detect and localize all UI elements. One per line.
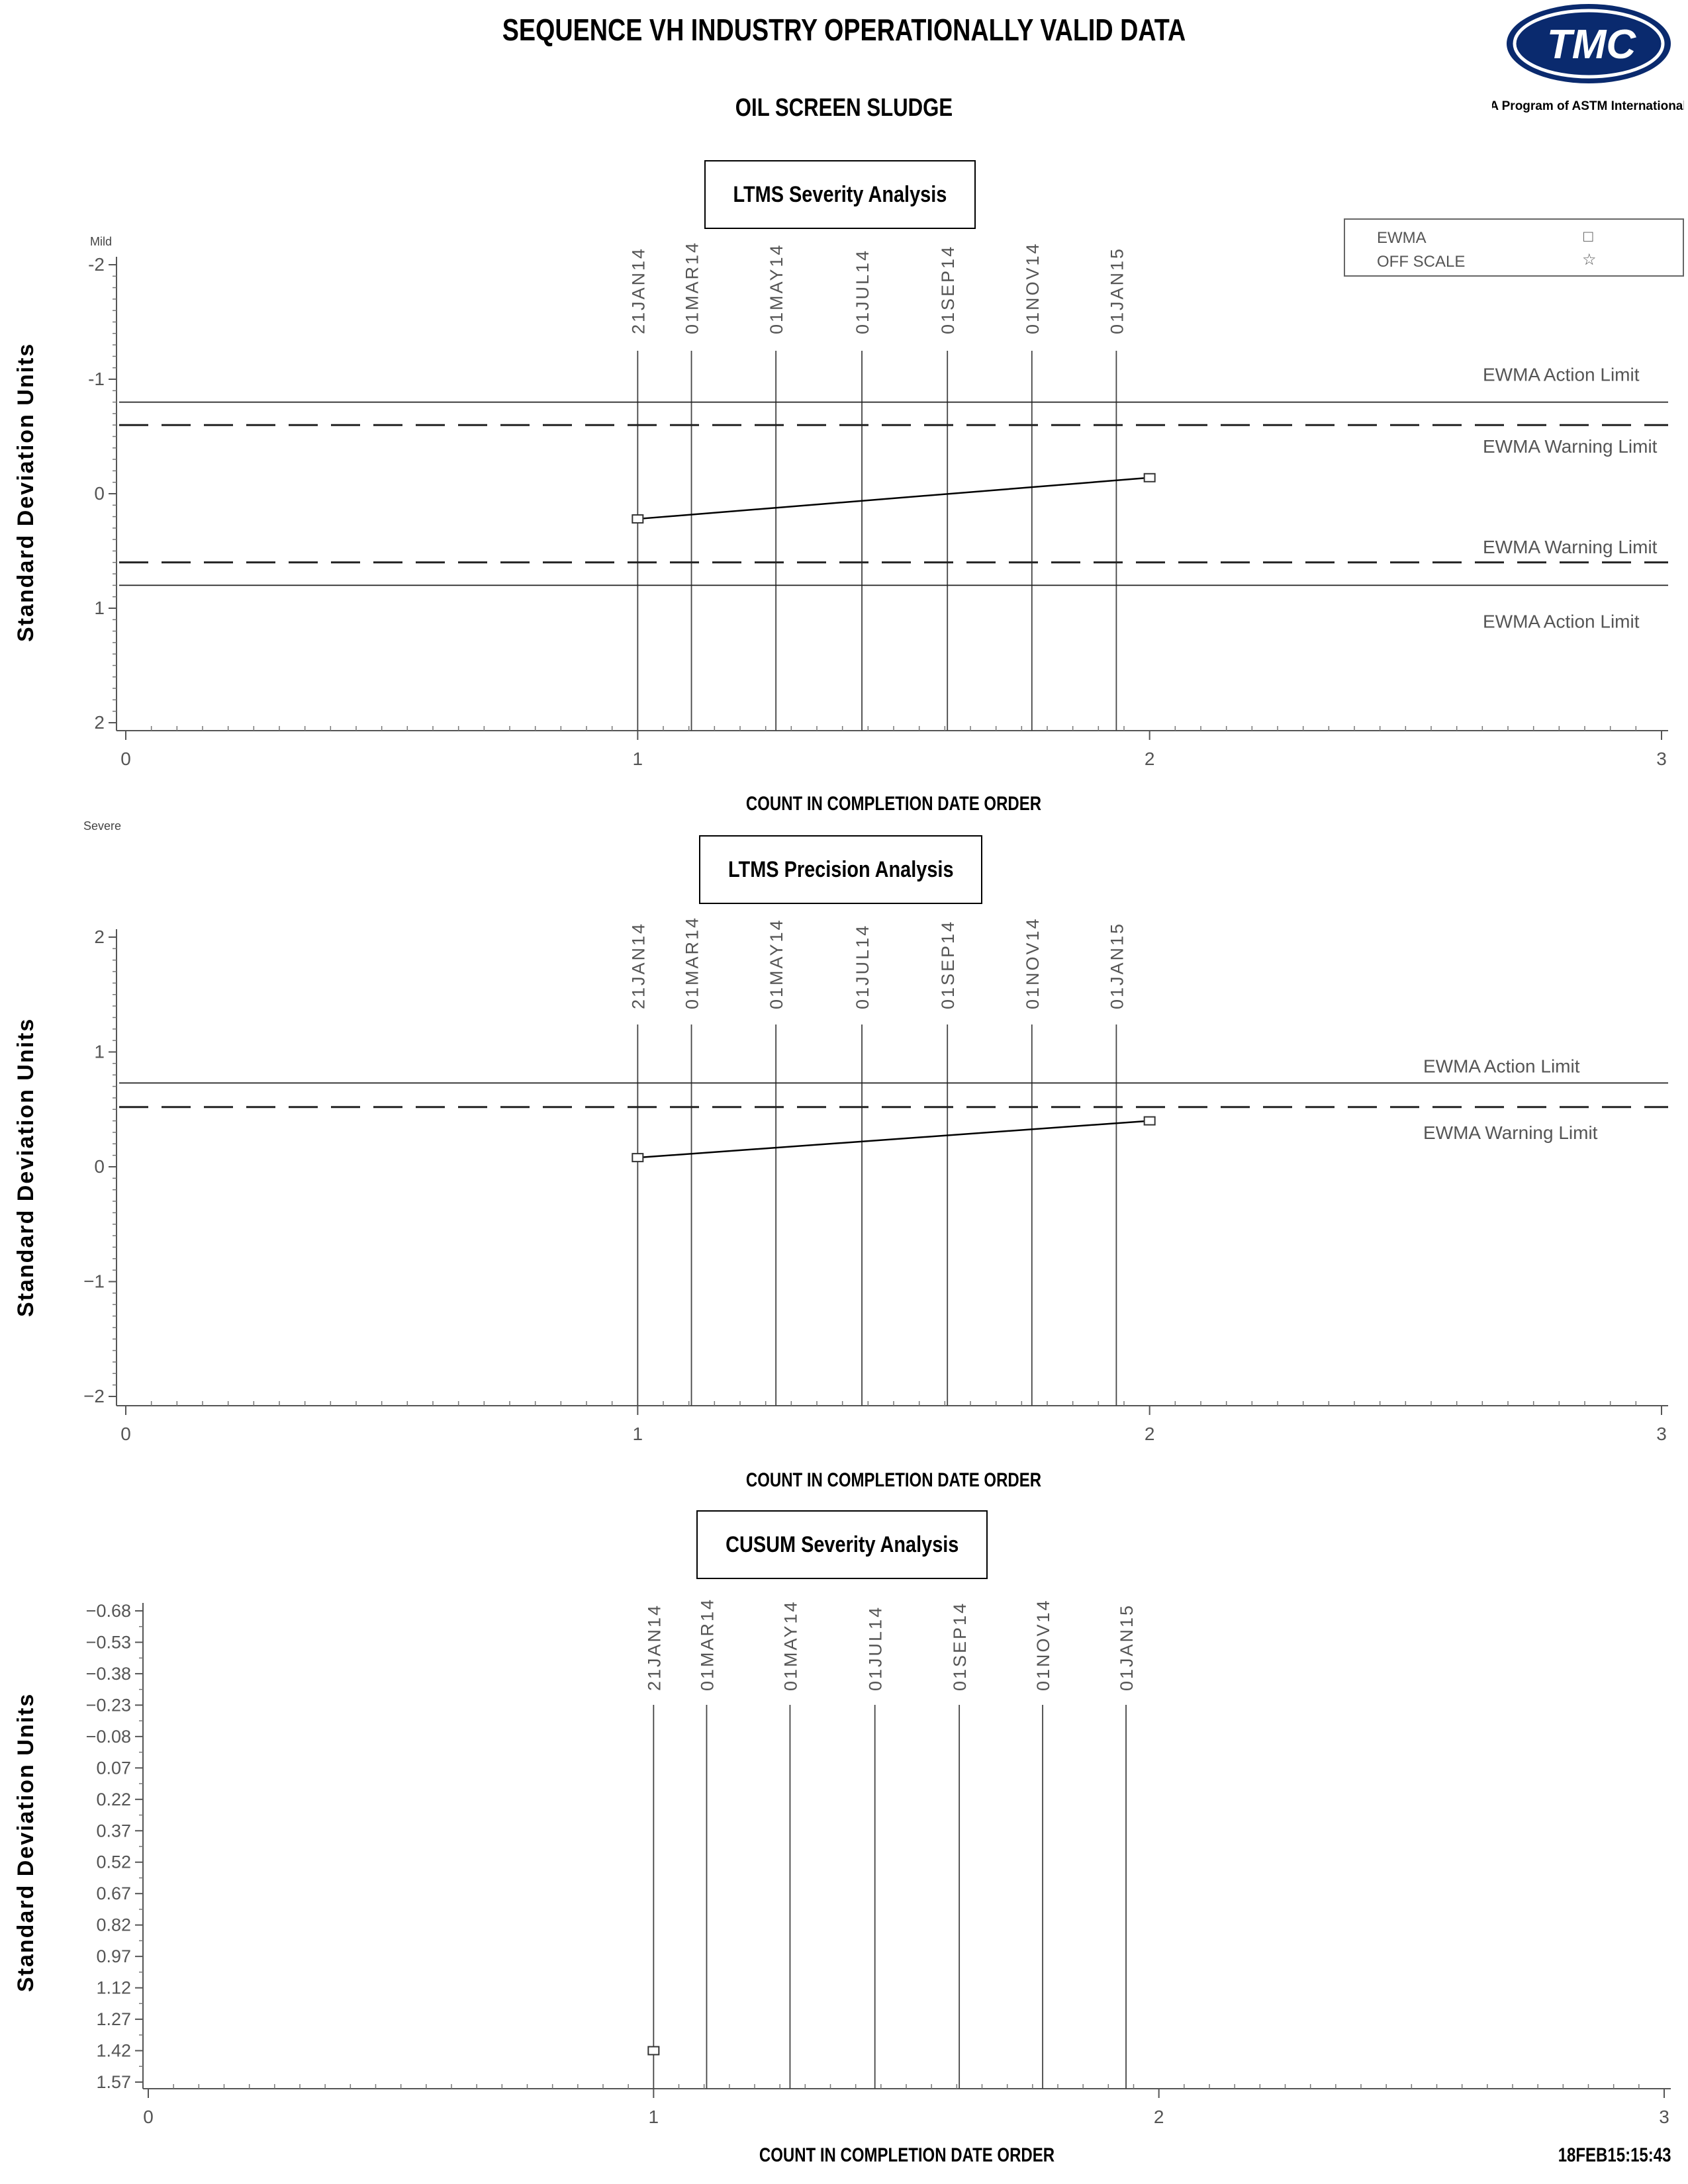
chart-2-date-marker-label: 01MAR14 — [682, 916, 702, 1009]
chart-3-x-tick-label: 2 — [1154, 2107, 1164, 2127]
timestamp: 18FEB15:15:43 — [1558, 2144, 1671, 2166]
chart-1-date-marker-label: 01NOV14 — [1023, 242, 1043, 334]
legend-symbol-offscale: ☆ — [1582, 251, 1597, 269]
chart-1-y-tick-label: 1 — [94, 598, 105, 618]
chart-1-y-tick-label: 2 — [94, 712, 105, 733]
chart-2-x-tick-label: 3 — [1656, 1424, 1667, 1444]
legend-symbol-ewma: □ — [1583, 228, 1593, 246]
chart-1-y-tick-label: -1 — [88, 369, 105, 389]
chart-3-date-marker-label: 01MAR14 — [697, 1598, 717, 1691]
chart-3-y-tick-label: 0.82 — [96, 1915, 131, 1935]
chart-2-date-marker-label: 01JAN15 — [1107, 922, 1127, 1009]
chart-1-date-marker-label: 01SEP14 — [938, 245, 958, 334]
chart-1-xlabel: COUNT IN COMPLETION DATE ORDER — [745, 793, 1042, 815]
chart-3-xlabel: COUNT IN COMPLETION DATE ORDER — [759, 2144, 1055, 2166]
chart-1-title: LTMS Severity Analysis — [733, 181, 947, 207]
chart-3-title-box: CUSUM Severity Analysis — [696, 1510, 988, 1579]
chart-3-y-tick-label: −0.08 — [86, 1727, 131, 1747]
chart-3-y-tick-label: 0.22 — [96, 1790, 131, 1809]
chart-1-title-box: LTMS Severity Analysis — [704, 160, 976, 229]
chart-2-data-point — [1143, 1116, 1156, 1126]
page-subtitle: OIL SCREEN SLUDGE — [735, 94, 953, 122]
chart-1-series-line — [637, 477, 1150, 520]
chart-3-y-tick-label: 0.97 — [96, 1946, 131, 1966]
chart-1-date-marker-label: 01MAR14 — [682, 241, 702, 334]
chart-2-date-marker-label: 01MAY14 — [767, 918, 786, 1009]
chart-3-y-tick-label: 1.42 — [96, 2041, 131, 2061]
logo-caption: A Program of ASTM International — [1492, 99, 1684, 113]
chart-3-y-tick-label: 0.37 — [96, 1821, 131, 1841]
chart-2-y-tick-label: −2 — [83, 1386, 105, 1406]
chart-2-date-marker-label: 01NOV14 — [1023, 917, 1043, 1009]
chart-1-date-marker-label: 21JAN14 — [628, 247, 648, 334]
chart-2-y-tick-label: −1 — [83, 1271, 105, 1292]
legend-label-ewma: EWMA — [1377, 229, 1427, 247]
tmc-logo: TMC A Program of ASTM International — [1489, 0, 1687, 119]
chart-3-date-marker-label: 01JAN15 — [1117, 1604, 1137, 1691]
chart-2-series-line — [637, 1120, 1150, 1159]
chart-2-date-marker-label: 01JUL14 — [853, 924, 872, 1009]
chart-3-y-tick-label: −0.23 — [86, 1695, 131, 1715]
chart-2-x-tick-label: 2 — [1145, 1424, 1155, 1444]
chart-2-y-tick-label: 0 — [94, 1156, 105, 1177]
chart-3-y-tick-label: −0.38 — [86, 1664, 131, 1684]
chart-2-limit-label: EWMA Warning Limit — [1423, 1122, 1598, 1143]
legend-label-offscale: OFF SCALE — [1377, 253, 1466, 271]
chart-3-date-marker-label: 01MAY14 — [780, 1600, 800, 1691]
chart-2-x-tick-label: 0 — [120, 1424, 131, 1444]
chart-1-limit-label: EWMA Warning Limit — [1483, 537, 1658, 557]
chart-3-y-tick-label: 1.57 — [96, 2072, 131, 2092]
chart-2-y-tick-label: 1 — [94, 1042, 105, 1062]
chart-2-y-tick-label: 2 — [94, 927, 105, 947]
chart-3-y-tick-label: 0.07 — [96, 1758, 131, 1778]
chart-3-x-tick-label: 1 — [649, 2107, 659, 2127]
chart-1-limit-label: EWMA Action Limit — [1483, 365, 1640, 385]
chart-1-date-marker-label: 01MAY14 — [767, 243, 786, 334]
chart-2-xlabel: COUNT IN COMPLETION DATE ORDER — [745, 1469, 1042, 1491]
chart-2-title: LTMS Precision Analysis — [727, 856, 954, 882]
chart-3-y-tick-label: −0.68 — [86, 1601, 131, 1621]
chart-3-x-tick-label: 0 — [143, 2107, 154, 2127]
chart-legend: EWMA □ OFF SCALE ☆ — [1344, 218, 1684, 277]
chart-2-limit-label: EWMA Action Limit — [1423, 1056, 1580, 1076]
chart-3-date-marker-label: 21JAN14 — [644, 1604, 664, 1691]
chart-1-date-marker-label: 01JUL14 — [853, 249, 872, 334]
chart-2-x-tick-label: 1 — [633, 1424, 643, 1444]
chart-3-date-marker-label: 01SEP14 — [950, 1602, 970, 1691]
chart-3-y-tick-label: 1.27 — [96, 2009, 131, 2029]
chart-1-x-tick-label: 3 — [1656, 749, 1667, 769]
chart-3-date-marker-label: 01JUL14 — [866, 1606, 886, 1691]
chart-1-x-tick-label: 0 — [120, 749, 131, 769]
chart-1-data-point — [632, 514, 644, 524]
mild-label: Mild — [90, 235, 113, 248]
chart-1-limit-label: EWMA Warning Limit — [1483, 436, 1658, 457]
chart-2-title-box: LTMS Precision Analysis — [699, 835, 982, 904]
chart-1-limit-label: EWMA Action Limit — [1483, 611, 1640, 631]
chart-3-data-point — [647, 2046, 660, 2056]
chart-3-title: CUSUM Severity Analysis — [725, 1531, 959, 1557]
logo-text: TMC — [1547, 22, 1637, 68]
chart-2-data-point — [632, 1153, 644, 1163]
chart-3-date-marker-label: 01NOV14 — [1033, 1598, 1053, 1691]
chart-3-x-tick-label: 3 — [1659, 2107, 1669, 2127]
chart-1-date-marker-label: 01JAN15 — [1107, 247, 1127, 334]
chart-1-data-point — [1143, 473, 1156, 482]
chart-1-y-tick-label: 0 — [94, 483, 105, 504]
chart-1-y-tick-label: -2 — [88, 254, 105, 275]
chart-3-y-tick-label: 1.12 — [96, 1978, 131, 1998]
chart-3-y-tick-label: 0.67 — [96, 1884, 131, 1903]
severe-label: Severe — [83, 819, 122, 833]
chart-1-x-tick-label: 1 — [633, 749, 643, 769]
chart-3-y-tick-label: 0.52 — [96, 1852, 131, 1872]
page-title: SEQUENCE VH INDUSTRY OPERATIONALLY VALID… — [502, 13, 1186, 47]
chart-2-date-marker-label: 01SEP14 — [938, 920, 958, 1009]
chart-1-x-tick-label: 2 — [1145, 749, 1155, 769]
chart-3-y-tick-label: −0.53 — [86, 1632, 131, 1652]
chart-2-date-marker-label: 21JAN14 — [628, 922, 648, 1009]
